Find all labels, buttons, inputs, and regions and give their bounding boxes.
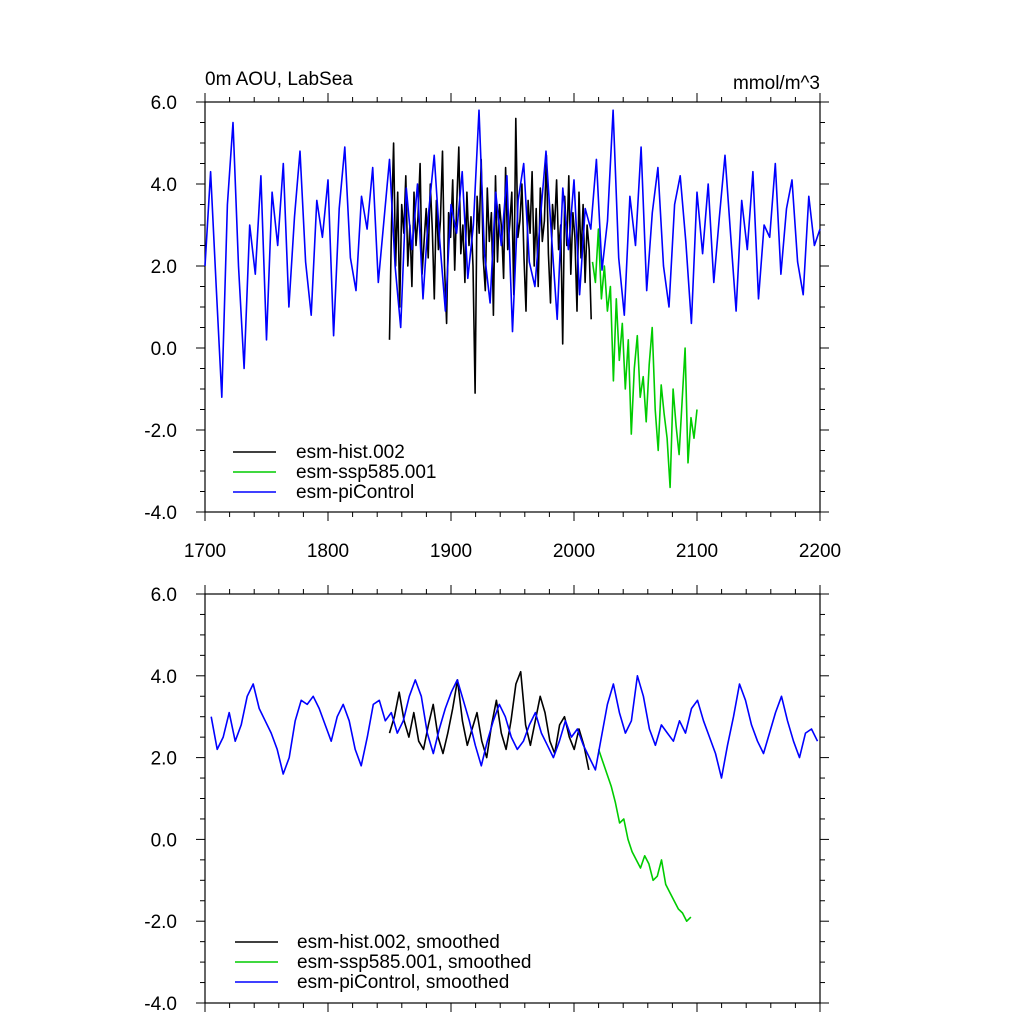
- y-tick-label: -2.0: [144, 912, 177, 933]
- chart-title: 0m AOU, LabSea: [205, 69, 353, 90]
- series-line-2: [210, 674, 819, 779]
- x-tick-label: 2100: [676, 541, 718, 562]
- x-tick-label: 1900: [430, 541, 472, 562]
- legend-label: esm-piControl: [296, 482, 414, 503]
- legend-label: esm-piControl, smoothed: [297, 972, 509, 993]
- y-tick-label: 2.0: [151, 749, 177, 770]
- units-label: mmol/m^3: [733, 73, 820, 94]
- y-tick-label: 2.0: [151, 257, 177, 278]
- series-line-1: [597, 749, 692, 923]
- series-line-2: [204, 109, 821, 399]
- legend-label: esm-hist.002: [296, 442, 405, 463]
- x-tick-label: 2000: [553, 541, 595, 562]
- series-line-1: [591, 228, 698, 489]
- series-line-0: [388, 670, 590, 771]
- y-tick-label: 4.0: [151, 175, 177, 196]
- series-line-0: [388, 117, 592, 394]
- y-tick-label: -2.0: [144, 421, 177, 442]
- x-tick-label: 2200: [799, 541, 841, 562]
- x-tick-label: 1800: [307, 541, 349, 562]
- y-tick-label: 0.0: [151, 830, 177, 851]
- x-tick-label: 1700: [184, 541, 226, 562]
- y-tick-label: 0.0: [151, 339, 177, 360]
- panel-raw: -4.0 -2.0 0.0 2.0 4.0 6.0 1700 1800 1900 2000 2100…: [144, 69, 841, 562]
- y-tick-label: -4.0: [144, 994, 177, 1015]
- y-tick-label: 4.0: [151, 667, 177, 688]
- legend-label: esm-hist.002, smoothed: [297, 932, 500, 953]
- y-tick-label: 6.0: [151, 93, 177, 114]
- legend-label: esm-ssp585.001: [296, 462, 436, 483]
- y-tick-label: 6.0: [151, 585, 177, 606]
- y-tick-label: -4.0: [144, 503, 177, 524]
- panel-smoothed: -4.0 -2.0 0.0 2.0 4.0 6.0 esm-hist.002, smooth…: [144, 585, 829, 1015]
- legend-label: esm-ssp585.001, smoothed: [297, 952, 531, 973]
